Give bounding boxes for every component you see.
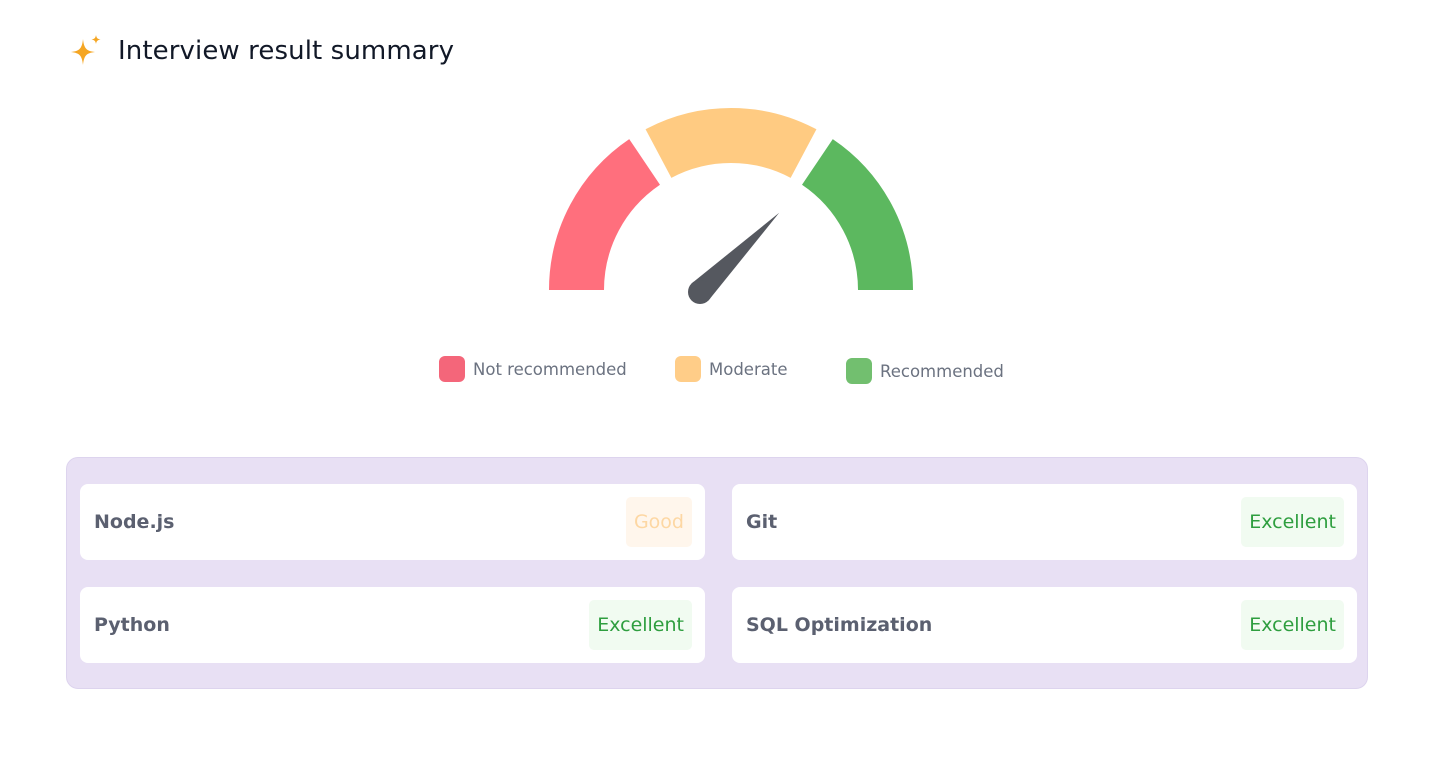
skill-name: Node.js bbox=[94, 511, 175, 533]
sparkle-icon bbox=[71, 35, 101, 65]
gauge-segment-moderate bbox=[645, 108, 817, 179]
skill-name: SQL Optimization bbox=[746, 614, 933, 636]
skill-card-python: Python Excellent bbox=[80, 587, 705, 663]
rating-badge: Excellent bbox=[1241, 497, 1344, 547]
recommendation-gauge bbox=[549, 108, 913, 304]
skill-card-nodejs: Node.js Good bbox=[80, 484, 705, 560]
page-title: Interview result summary bbox=[118, 36, 455, 66]
legend-label: Recommended bbox=[880, 361, 1004, 381]
legend-item-not-recommended: Not recommended bbox=[439, 356, 627, 382]
gauge-segment-recommended bbox=[801, 139, 913, 291]
legend-item-moderate: Moderate bbox=[675, 356, 787, 382]
legend-swatch bbox=[675, 356, 701, 382]
legend-label: Moderate bbox=[709, 359, 788, 379]
rating-badge: Excellent bbox=[1241, 600, 1344, 650]
legend-swatch bbox=[439, 356, 465, 382]
legend-swatch bbox=[846, 358, 872, 384]
gauge-needle bbox=[688, 212, 780, 304]
legend-label: Not recommended bbox=[473, 359, 627, 379]
skills-panel: Node.js Good Git Excellent Python Excell… bbox=[66, 457, 1368, 689]
legend-item-recommended: Recommended bbox=[846, 358, 1004, 384]
skill-card-sql-optimization: SQL Optimization Excellent bbox=[732, 587, 1357, 663]
skill-name: Python bbox=[94, 614, 170, 636]
gauge-needle-hub bbox=[688, 280, 712, 304]
header: Interview result summary bbox=[68, 33, 454, 69]
gauge-segment-not-recommended bbox=[549, 139, 661, 291]
gauge-needle-pointer bbox=[691, 212, 780, 301]
skill-card-git: Git Excellent bbox=[732, 484, 1357, 560]
rating-badge: Good bbox=[625, 497, 692, 547]
skill-name: Git bbox=[746, 511, 778, 533]
rating-badge: Excellent bbox=[589, 600, 692, 650]
